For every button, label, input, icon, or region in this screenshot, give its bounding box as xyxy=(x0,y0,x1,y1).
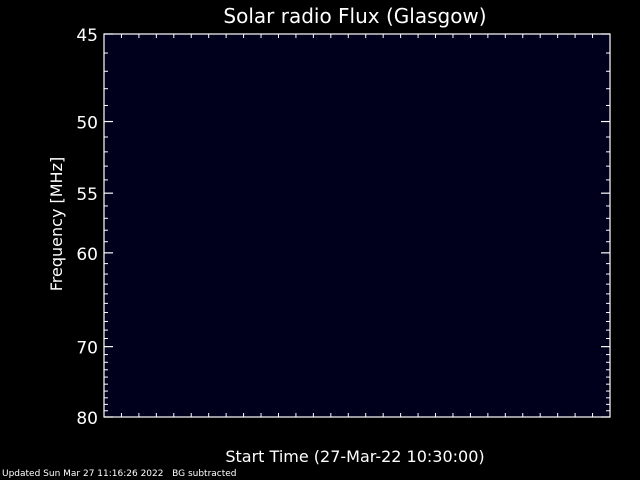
y-axis-ticks: 45 50 55 60 70 80 xyxy=(76,26,610,429)
y-tick-label: 60 xyxy=(76,245,98,265)
footer-note: BG subtracted xyxy=(172,469,237,479)
y-tick-label: 70 xyxy=(76,339,98,359)
y-tick-label: 45 xyxy=(76,26,98,46)
y-tick-label: 50 xyxy=(76,114,98,134)
footer: Updated Sun Mar 27 11:16:26 2022 BG subt… xyxy=(2,469,237,479)
x-axis-ticks: 10:3210:3610:4010:44 xyxy=(120,34,594,417)
y-axis-label: Frequency [MHz] xyxy=(47,157,66,291)
y-tick-label: 80 xyxy=(76,409,98,429)
x-axis-label: Start Time (27-Mar-22 10:30:00) xyxy=(225,447,484,466)
plot-frame xyxy=(103,33,611,418)
chart-title: Solar radio Flux (Glasgow) xyxy=(223,4,486,28)
y-tick-label: 55 xyxy=(76,185,98,205)
footer-updated: Updated Sun Mar 27 11:16:26 2022 xyxy=(2,469,164,479)
plot-area xyxy=(104,34,610,417)
